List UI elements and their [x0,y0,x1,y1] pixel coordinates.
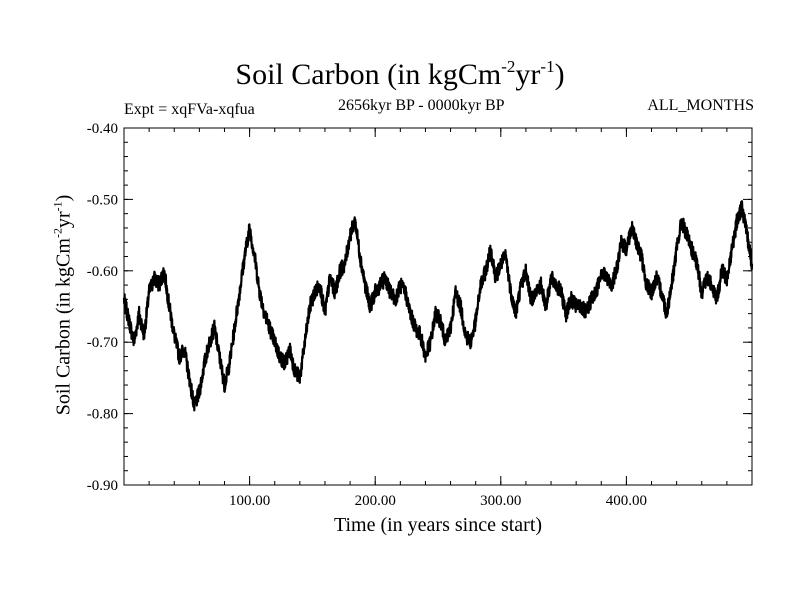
months-label: ALL_MONTHS [647,97,754,114]
period-label: 2656kyr BP - 0000kyr BP [338,97,505,114]
y-tick-label: -0.70 [87,335,118,351]
plot-frame [123,127,753,486]
y-axis-label: Soil Carbon (in kgCm-2yr-1) [50,194,75,416]
chart-title: Soil Carbon (in kgCm-2yr-1) [235,57,565,91]
y-tick-label: -0.60 [87,264,118,280]
x-tick-label: 200.00 [355,493,396,509]
series-line-soil-carbon [122,200,754,412]
x-tick-label: 100.00 [229,493,270,509]
experiment-label: Expt = xqFVa-xqfua [124,101,255,118]
y-tick-label: -0.40 [87,121,118,137]
x-tick-label: 400.00 [606,493,647,509]
x-axis-label: Time (in years since start) [333,514,543,536]
y-tick-label: -0.80 [87,407,118,423]
x-tick-label: 300.00 [480,493,521,509]
y-tick-label: -0.50 [87,192,118,208]
y-tick-label: -0.90 [87,478,118,494]
